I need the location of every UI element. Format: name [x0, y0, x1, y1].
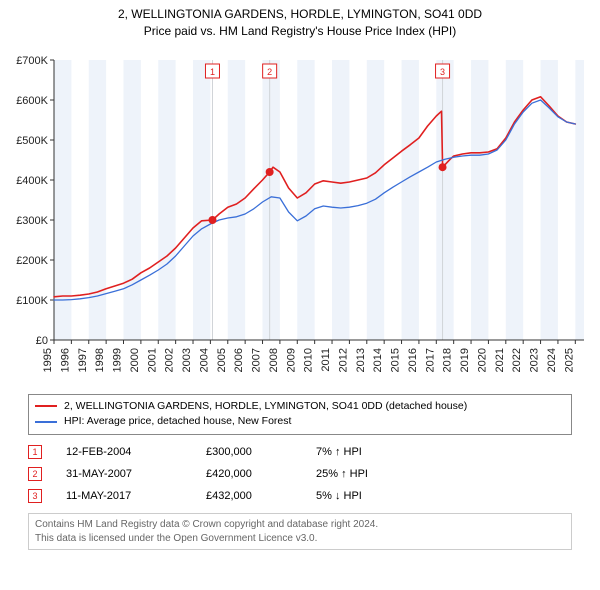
- sale-row-1: 1 12-FEB-2004 £300,000 7% ↑ HPI: [28, 441, 572, 463]
- svg-text:2019: 2019: [459, 348, 471, 372]
- legend-item-hpi: HPI: Average price, detached house, New …: [35, 414, 565, 430]
- svg-text:1999: 1999: [112, 348, 124, 372]
- chart-svg: £0 £100K £200K £300K £400K £500K £600K £700K 199…: [10, 48, 590, 388]
- svg-text:2020: 2020: [476, 348, 488, 372]
- svg-text:2000: 2000: [129, 348, 141, 372]
- svg-text:2005: 2005: [216, 348, 228, 372]
- chart-area: £0 £100K £200K £300K £400K £500K £600K £700K 199…: [10, 48, 590, 388]
- svg-text:2024: 2024: [546, 348, 558, 372]
- svg-text:£600K: £600K: [16, 95, 48, 107]
- svg-text:2001: 2001: [146, 348, 158, 372]
- svg-text:1997: 1997: [77, 348, 89, 372]
- svg-text:2015: 2015: [390, 348, 402, 372]
- svg-text:£100K: £100K: [16, 295, 48, 307]
- svg-text:2010: 2010: [303, 348, 315, 372]
- sale-delta-3: 5% ↓ HPI: [316, 490, 362, 502]
- svg-text:2014: 2014: [372, 348, 384, 372]
- svg-text:2: 2: [267, 67, 272, 77]
- chart-title: 2, WELLINGTONIA GARDENS, HORDLE, LYMINGT…: [0, 0, 600, 40]
- title-address: 2, WELLINGTONIA GARDENS, HORDLE, LYMINGT…: [0, 6, 600, 23]
- sale-row-2: 2 31-MAY-2007 £420,000 25% ↑ HPI: [28, 463, 572, 485]
- svg-text:2025: 2025: [563, 348, 575, 372]
- sale-marker-3: 3: [28, 489, 42, 503]
- sale-delta-1: 7% ↑ HPI: [316, 446, 362, 458]
- sale-date-3: 11-MAY-2017: [66, 490, 206, 502]
- svg-text:2003: 2003: [181, 348, 193, 372]
- svg-text:£300K: £300K: [16, 215, 48, 227]
- legend: 2, WELLINGTONIA GARDENS, HORDLE, LYMINGT…: [28, 394, 572, 436]
- svg-text:2022: 2022: [511, 348, 523, 372]
- sale-price-2: £420,000: [206, 468, 316, 480]
- sale-row-3: 3 11-MAY-2017 £432,000 5% ↓ HPI: [28, 485, 572, 507]
- sale-date-1: 12-FEB-2004: [66, 446, 206, 458]
- svg-text:£700K: £700K: [16, 55, 48, 67]
- license-footer: Contains HM Land Registry data © Crown c…: [28, 513, 572, 550]
- svg-text:1: 1: [210, 67, 215, 77]
- svg-text:2011: 2011: [320, 348, 332, 372]
- sale-price-3: £432,000: [206, 490, 316, 502]
- svg-text:2006: 2006: [233, 348, 245, 372]
- svg-text:£500K: £500K: [16, 135, 48, 147]
- svg-text:£200K: £200K: [16, 255, 48, 267]
- sale-marker-2: 2: [28, 467, 42, 481]
- sale-date-2: 31-MAY-2007: [66, 468, 206, 480]
- svg-text:2004: 2004: [198, 348, 210, 372]
- sales-table: 1 12-FEB-2004 £300,000 7% ↑ HPI 2 31-MAY…: [28, 441, 572, 507]
- svg-text:1998: 1998: [94, 348, 106, 372]
- svg-text:2008: 2008: [268, 348, 280, 372]
- svg-text:3: 3: [440, 67, 445, 77]
- svg-text:1996: 1996: [59, 348, 71, 372]
- title-subtitle: Price paid vs. HM Land Registry's House …: [0, 23, 600, 40]
- legend-item-property: 2, WELLINGTONIA GARDENS, HORDLE, LYMINGT…: [35, 399, 565, 415]
- svg-text:£400K: £400K: [16, 175, 48, 187]
- sale-price-1: £300,000: [206, 446, 316, 458]
- legend-label-hpi: HPI: Average price, detached house, New …: [64, 414, 291, 430]
- svg-text:2016: 2016: [407, 348, 419, 372]
- svg-text:2009: 2009: [285, 348, 297, 372]
- footer-line1: Contains HM Land Registry data © Crown c…: [35, 518, 565, 532]
- sale-marker-1: 1: [28, 445, 42, 459]
- svg-text:2013: 2013: [355, 348, 367, 372]
- svg-text:1995: 1995: [42, 348, 54, 372]
- svg-text:2021: 2021: [494, 348, 506, 372]
- svg-text:2007: 2007: [251, 348, 263, 372]
- sale-delta-2: 25% ↑ HPI: [316, 468, 368, 480]
- svg-text:£0: £0: [36, 335, 48, 347]
- svg-text:2012: 2012: [337, 348, 349, 372]
- svg-text:2017: 2017: [424, 348, 436, 372]
- svg-text:2023: 2023: [529, 348, 541, 372]
- svg-text:2002: 2002: [164, 348, 176, 372]
- footer-line2: This data is licensed under the Open Gov…: [35, 532, 565, 546]
- legend-label-property: 2, WELLINGTONIA GARDENS, HORDLE, LYMINGT…: [64, 399, 467, 415]
- legend-swatch-property: [35, 405, 57, 407]
- legend-swatch-hpi: [35, 421, 57, 423]
- svg-text:2018: 2018: [442, 348, 454, 372]
